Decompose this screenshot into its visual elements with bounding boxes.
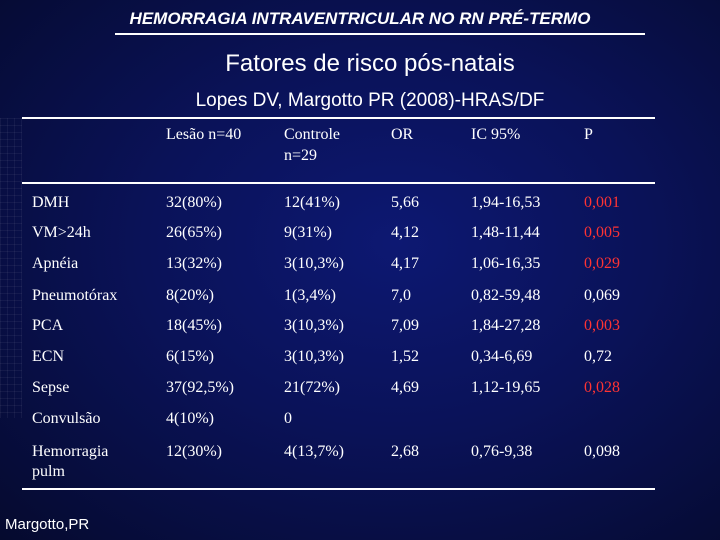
factor-cell: Convulsão [32,410,101,427]
ic-cell: 1,84-27,28 [471,317,541,334]
lesao-cell: 8(20%) [166,287,214,304]
ic-cell: 1,06-16,35 [471,255,541,272]
column-header-lesao: Lesão n=40 [166,126,242,143]
controle-cell: 21(72%) [284,379,340,396]
slide-header: HEMORRAGIA INTRAVENTRICULAR NO RN PRÉ-TE… [129,9,591,28]
lesao-cell: 37(92,5%) [166,379,234,396]
header-underline [115,33,645,35]
factor-cell: PCA [32,317,64,334]
factor-cell: VM>24h [32,224,91,241]
p-cell: 0,72 [584,348,612,365]
p-cell: 0,029 [584,255,620,272]
ic-cell: 0,82-59,48 [471,287,541,304]
column-header-p: P [584,126,593,143]
ic-cell: 1,94-16,53 [471,194,541,211]
controle-cell: 9(31%) [284,224,332,241]
p-cell: 0,003 [584,317,620,334]
or-cell: 4,69 [391,379,419,396]
decorative-grid [0,118,22,418]
or-cell: 1,52 [391,348,419,365]
lesao-cell: 32(80%) [166,194,222,211]
p-cell: 0,098 [584,443,620,460]
factor-line2: pulm [32,463,65,480]
table-header-rule [22,182,655,184]
slide-subtitle: Fatores de risco pós-natais [225,50,515,77]
factor-cell: ECN [32,348,64,365]
ic-cell: 1,48-11,44 [471,224,540,241]
lesao-cell: 4(10%) [166,410,214,427]
or-cell: 5,66 [391,194,419,211]
slide-reference: Lopes DV, Margotto PR (2008)-HRAS/DF [195,90,545,111]
lesao-cell: 18(45%) [166,317,222,334]
or-cell: 4,17 [391,255,419,272]
lesao-cell: 13(32%) [166,255,222,272]
lesao-cell: 12(30%) [166,443,222,460]
factor-cell: DMH [32,194,70,211]
factor-cell: Sepse [32,379,70,396]
or-cell: 2,68 [391,443,419,460]
controle-cell: 12(41%) [284,194,340,211]
column-header-controle-line1: Controle [284,126,340,143]
factor-cell: Apnéia [32,255,79,272]
column-header-ic: IC 95% [471,126,521,143]
controle-cell: 4(13,7%) [284,443,344,460]
ic-cell: 1,12-19,65 [471,379,541,396]
column-header-controle: Controle n=29 [284,124,340,166]
column-header-controle-line2: n=29 [284,147,318,164]
table-top-rule [22,117,655,119]
factor-cell: Pneumotórax [32,287,118,304]
controle-cell: 3(10,3%) [284,317,344,334]
controle-cell: 3(10,3%) [284,255,344,272]
ic-cell: 0,34-6,69 [471,348,533,365]
controle-cell: 3(10,3%) [284,348,344,365]
footer-author: Margotto,PR [5,516,90,533]
ic-cell: 0,76-9,38 [471,443,533,460]
lesao-cell: 6(15%) [166,348,214,365]
p-cell: 0,069 [584,287,620,304]
or-cell: 7,0 [391,287,411,304]
p-cell: 0,001 [584,194,620,211]
controle-cell: 0 [284,410,292,427]
or-cell: 4,12 [391,224,419,241]
column-header-or: OR [391,126,414,143]
controle-cell: 1(3,4%) [284,287,336,304]
p-cell: 0,005 [584,224,620,241]
p-cell: 0,028 [584,379,620,396]
or-cell: 7,09 [391,317,419,334]
table-bottom-rule [22,488,655,490]
factor-cell: Hemorragia pulm [32,442,108,482]
lesao-cell: 26(65%) [166,224,222,241]
factor-line1: Hemorragia [32,443,109,460]
